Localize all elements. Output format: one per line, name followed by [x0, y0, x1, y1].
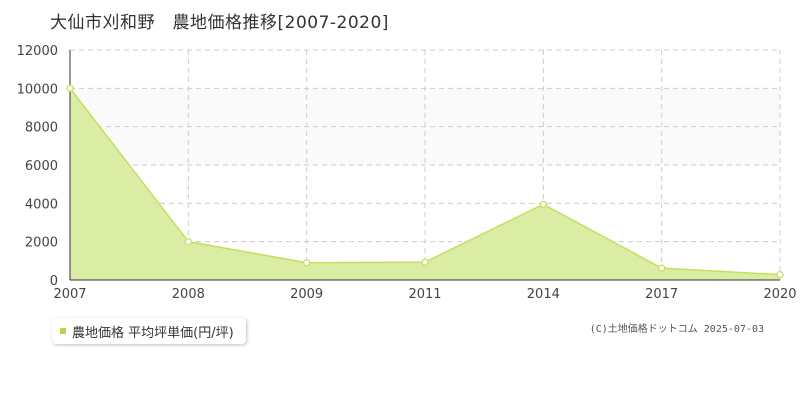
chart-title: 大仙市刈和野 農地価格推移[2007-2020] [50, 13, 389, 33]
x-tick-label: 2014 [527, 287, 560, 302]
y-tick-label: 10000 [17, 82, 58, 97]
data-point [658, 264, 666, 272]
legend-marker-icon [60, 328, 66, 334]
data-point [184, 238, 192, 246]
y-axis-ticks: 0 2000 4000 6000 8000 10000 12000 [17, 44, 58, 289]
y-tick-label: 6000 [25, 159, 58, 174]
y-tick-label: 0 [50, 274, 58, 289]
x-tick-label: 2011 [408, 287, 441, 302]
x-tick-label: 2020 [763, 287, 796, 302]
grid-lines [70, 49, 781, 280]
legend: 農地価格 平均坪単価(円/坪) [52, 318, 246, 344]
data-point [66, 84, 74, 92]
y-tick-label: 2000 [25, 236, 58, 251]
x-tick-label: 2007 [53, 287, 86, 302]
x-tick-label: 2017 [645, 287, 678, 302]
x-axis-ticks: 2007 2008 2009 2011 2014 2017 2020 [53, 287, 796, 302]
legend-label: 農地価格 平均坪単価(円/坪) [72, 325, 234, 341]
data-point [303, 259, 311, 267]
y-tick-label: 12000 [17, 44, 58, 59]
y-tick-label: 4000 [25, 197, 58, 212]
y-tick-label: 8000 [25, 121, 58, 136]
data-point [776, 271, 784, 279]
data-point [539, 200, 547, 208]
x-tick-label: 2008 [172, 287, 205, 302]
data-markers [66, 84, 784, 279]
chart-area: 0 2000 4000 6000 8000 10000 12000 2007 2008 2009… [17, 44, 797, 302]
credit-text: (C)土地価格ドットコム 2025-07-03 [589, 324, 764, 335]
series-area-fill [70, 88, 780, 280]
data-point [421, 258, 429, 266]
x-tick-label: 2009 [290, 287, 323, 302]
